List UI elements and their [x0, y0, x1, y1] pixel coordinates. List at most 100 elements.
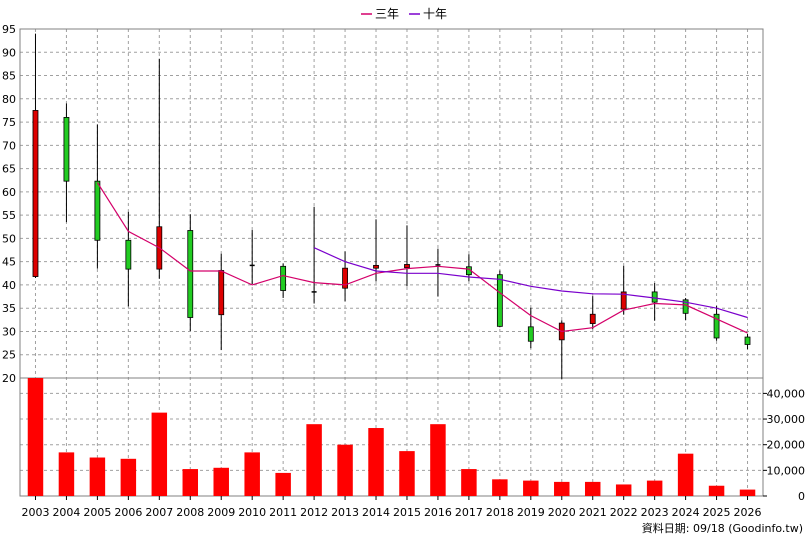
volume-bar [615, 484, 632, 496]
price-tick-label: 60 [2, 186, 16, 199]
volume-tick-label: 10,000 [767, 464, 806, 477]
volume-bar [275, 472, 291, 496]
year-tick-label: 2012 [300, 506, 328, 519]
price-tick-label: 50 [2, 232, 16, 245]
year-tick-label: 2013 [331, 506, 359, 519]
series-line-ten-year [313, 247, 748, 319]
volume-bar [399, 451, 415, 496]
candle-body [187, 230, 194, 318]
volume-bar [368, 428, 384, 496]
legend-label: 三年 [375, 7, 399, 21]
plot-border [19, 28, 764, 497]
volume-tick-label: 0 [798, 490, 805, 503]
candle-body [280, 265, 287, 291]
volume-bar [58, 452, 75, 496]
year-tick-label: 2025 [703, 506, 731, 519]
volume-bar [523, 480, 539, 496]
year-tick-label: 2010 [238, 506, 266, 519]
price-tick-label: 35 [2, 302, 16, 315]
year-tick-label: 2022 [610, 506, 638, 519]
year-tick-label: 2008 [176, 506, 204, 519]
candle-body [620, 291, 627, 310]
volume-bar [213, 467, 229, 496]
price-tick-label: 55 [2, 209, 16, 222]
volume-bar [89, 457, 106, 496]
price-tick-label: 90 [2, 46, 16, 59]
year-tick-label: 2015 [393, 506, 421, 519]
volume-bars [27, 378, 756, 496]
year-tick-label: 2005 [83, 506, 111, 519]
year-tick-label: 2021 [579, 506, 607, 519]
volume-bar [584, 481, 601, 496]
year-tick-label: 2006 [114, 506, 142, 519]
candle-body [527, 326, 534, 342]
series-line-three-year [96, 182, 748, 334]
volume-bar [306, 424, 322, 496]
moving-average-lines [96, 182, 748, 334]
year-tick-label: 2023 [641, 506, 669, 519]
plot-frame [19, 28, 764, 497]
price-tick-label: 65 [2, 163, 16, 176]
year-tick-label: 2026 [734, 506, 762, 519]
year-tick-label: 2019 [517, 506, 545, 519]
volume-bar [430, 424, 446, 496]
price-tick-label: 75 [2, 116, 16, 129]
volume-tick-label: 40,000 [767, 387, 806, 400]
price-tick-label: 40 [2, 279, 16, 292]
year-axis: 2003 2004 2005 2006 2007 2008 2009 2010 2011 2012… [21, 496, 762, 519]
volume-bar [151, 412, 168, 496]
candle-body [744, 336, 751, 345]
price-tick-label: 85 [2, 70, 16, 83]
volume-bar [492, 479, 508, 496]
volume-bar [120, 458, 137, 496]
year-tick-label: 2017 [455, 506, 483, 519]
source-note: 資料日期: 09/18 (Goodinfo.tw) [642, 521, 803, 535]
price-tick-label: 25 [2, 349, 16, 362]
price-tick-label: 30 [2, 325, 16, 338]
volume-bar [461, 469, 477, 496]
price-tick-label: 95 [2, 23, 16, 36]
year-tick-label: 2003 [21, 506, 49, 519]
volume-bar [646, 480, 663, 496]
candle-body [32, 110, 39, 277]
price-tick-label: 20 [2, 372, 16, 385]
year-tick-label: 2004 [52, 506, 80, 519]
volume-bar [554, 481, 570, 496]
year-tick-label: 2016 [424, 506, 452, 519]
grid-lines [20, 29, 763, 496]
year-tick-label: 2024 [672, 506, 700, 519]
price-tick-label: 80 [2, 93, 16, 106]
candle-body [342, 267, 348, 289]
price-tick-label: 45 [2, 256, 16, 269]
legend: 三年 十年 [361, 7, 447, 21]
year-tick-label: 2009 [207, 506, 235, 519]
candle-body [373, 264, 379, 269]
volume-bar [337, 444, 353, 496]
volume-bar [244, 452, 260, 496]
candle-body [713, 313, 720, 339]
candle-body [63, 117, 70, 182]
candle-body [404, 264, 410, 269]
volume-bar [27, 378, 44, 496]
volume-bar [739, 489, 756, 496]
candle-body [218, 270, 225, 316]
year-tick-label: 2007 [145, 506, 173, 519]
volume-tick-label: 30,000 [767, 413, 806, 426]
year-tick-label: 2018 [486, 506, 514, 519]
candle-body [94, 180, 101, 241]
year-tick-label: 2020 [548, 506, 576, 519]
volume-axis: 0 10,000 20,000 30,000 40,000 [763, 387, 805, 503]
volume-bar [182, 469, 199, 496]
candle-body [125, 239, 132, 270]
candle-body [651, 291, 658, 303]
candlesticks [32, 33, 751, 379]
price-tick-label: 70 [2, 139, 16, 152]
volume-bar [677, 453, 694, 496]
legend-label: 十年 [423, 7, 447, 21]
price-axis: 20 25 30 35 40 45 50 55 60 65 70 75 80 85 90 95 [2, 23, 16, 385]
volume-tick-label: 20,000 [767, 439, 806, 452]
candle-body [589, 313, 596, 324]
candle-body [496, 274, 503, 327]
volume-bar [708, 485, 725, 496]
